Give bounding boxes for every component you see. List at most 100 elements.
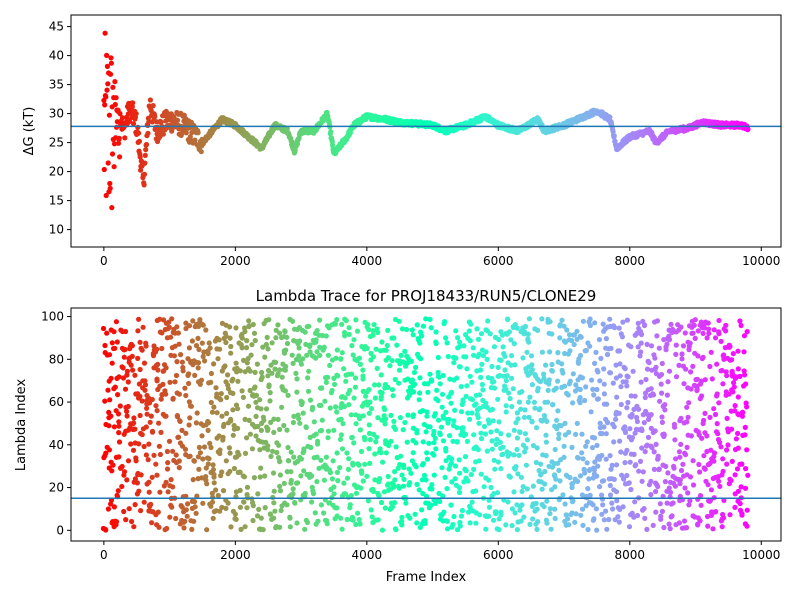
lambda-point [529, 367, 536, 373]
delta-g-point [294, 141, 301, 147]
lambda-point [385, 327, 391, 333]
lambda-point [286, 458, 292, 464]
lambda-point [323, 333, 329, 339]
lambda-point [462, 454, 469, 460]
lambda-point [322, 398, 328, 404]
lambda-point [315, 518, 321, 524]
lambda-point [341, 480, 347, 486]
lambda-point [109, 468, 115, 474]
lambda-point [465, 509, 472, 515]
lambda-point [241, 499, 247, 505]
lambda-point [548, 526, 554, 532]
lambda-point [186, 380, 192, 387]
lambda-point [695, 328, 701, 334]
lambda-point [432, 411, 438, 417]
lambda-point [149, 474, 155, 480]
lambda-point [114, 339, 120, 345]
lambda-point [440, 372, 446, 379]
lambda-point [235, 425, 241, 431]
lambda-point [583, 503, 589, 509]
lambda-point [268, 453, 274, 459]
lambda-point [716, 331, 722, 337]
lambda-point [456, 485, 462, 491]
lambda-point [641, 420, 647, 426]
lambda-point [592, 320, 598, 326]
lambda-point [513, 420, 519, 426]
lambda-point [488, 484, 494, 490]
lambda-point [158, 396, 164, 402]
lambda-point [463, 354, 469, 360]
lambda-point [579, 375, 586, 381]
lambda-point [144, 411, 150, 417]
lambda-point [524, 349, 530, 355]
lambda-point [195, 454, 201, 460]
lambda-point [555, 350, 561, 356]
lambda-point [688, 386, 694, 392]
lambda-point [464, 366, 470, 372]
lambda-point [664, 392, 671, 398]
delta-g-point [141, 171, 148, 177]
lambda-point [305, 388, 312, 394]
lambda-point [106, 352, 113, 358]
lambda-point [658, 516, 664, 522]
lambda-point [287, 524, 293, 530]
lambda-point [632, 393, 638, 399]
lambda-point [132, 372, 138, 378]
lambda-point [441, 509, 447, 515]
lambda-point [357, 416, 363, 422]
lambda-point [704, 433, 710, 439]
lambda-point [550, 402, 556, 408]
lambda-point [437, 381, 443, 387]
lambda-point [262, 473, 268, 479]
lambda-point [443, 458, 449, 464]
lambda-point [294, 520, 300, 526]
lambda-point [210, 467, 216, 473]
lambda-point [219, 413, 225, 419]
lambda-point [371, 322, 377, 328]
lambda-point [110, 462, 116, 468]
lambda-point [201, 444, 208, 450]
lambda-point [648, 386, 654, 392]
lambda-point [317, 352, 323, 358]
lambda-point [416, 397, 422, 403]
lambda-point [502, 353, 508, 359]
lambda-point [358, 485, 364, 491]
lambda-point [627, 459, 633, 465]
lambda-point [277, 330, 283, 336]
lambda-point [436, 417, 442, 423]
lambda-point [160, 317, 167, 323]
lambda-point [351, 337, 357, 343]
lambda-point [731, 380, 737, 386]
lambda-point [244, 492, 250, 498]
lambda-point [141, 360, 148, 366]
lambda-point [203, 474, 209, 480]
lambda-point [242, 450, 249, 456]
lambda-point [191, 499, 198, 505]
lambda-point [717, 439, 723, 446]
lambda-point [454, 527, 461, 533]
lambda-point [483, 349, 489, 355]
lambda-point [607, 370, 614, 376]
lambda-point [277, 459, 283, 465]
lambda-point [614, 462, 620, 468]
lambda-point [215, 356, 221, 362]
lambda-point [601, 478, 607, 484]
lambda-point [597, 484, 603, 490]
lambda-point [334, 469, 340, 475]
lambda-point [498, 357, 504, 363]
lambda-point [255, 423, 261, 430]
lambda-point [737, 501, 743, 507]
lambda-point [721, 352, 727, 358]
delta-g-point [192, 137, 198, 143]
lambda-point [506, 390, 512, 396]
lambda-point [616, 325, 622, 331]
lambda-point [301, 446, 307, 452]
lambda-point [291, 454, 297, 460]
lambda-point [302, 490, 308, 496]
delta-g-point [104, 52, 110, 59]
lambda-point [596, 456, 603, 462]
lambda-point [131, 415, 137, 421]
lambda-point [361, 434, 367, 440]
lambda-point [310, 488, 316, 494]
lambda-point [509, 353, 515, 359]
